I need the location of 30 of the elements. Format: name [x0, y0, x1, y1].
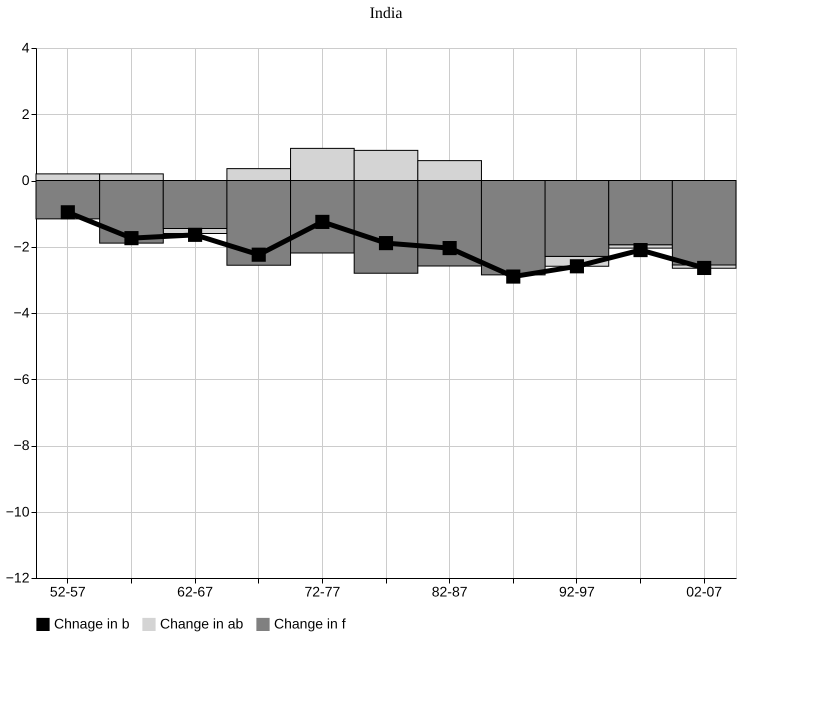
y-tick-label: −10 — [6, 503, 30, 520]
point — [506, 269, 520, 284]
y-tick-label: −6 — [14, 370, 30, 387]
legend-label: Change in f — [274, 615, 346, 632]
point — [188, 228, 202, 242]
x-tick-label: 72-77 — [304, 584, 340, 600]
point — [60, 205, 75, 220]
point — [378, 236, 394, 250]
x-tick-label: 92-97 — [559, 584, 596, 600]
x-tick-label: 52-57 — [50, 584, 86, 600]
x-tick-label: 62-67 — [177, 584, 214, 600]
point — [697, 260, 712, 276]
chart-title: India — [370, 5, 402, 22]
y-tick-label: −12 — [6, 570, 30, 586]
point — [633, 242, 648, 258]
y-tick-label: −2 — [14, 238, 30, 254]
legend-label: Chnage in b — [54, 615, 130, 632]
point — [252, 248, 266, 262]
point — [570, 259, 584, 274]
legend-label: Change in ab — [160, 615, 244, 632]
x-tick-label: 02-07 — [686, 584, 722, 600]
y-tick-label: 4 — [22, 40, 30, 56]
x-tick-label: 82-87 — [432, 584, 468, 600]
point — [442, 241, 457, 256]
y-tick-label: −8 — [14, 437, 30, 453]
y-tick-label: 0 — [22, 172, 30, 188]
y-tick-label: 2 — [22, 106, 30, 122]
point — [124, 231, 139, 246]
y-tick-label: −4 — [14, 304, 30, 320]
point — [315, 214, 330, 229]
